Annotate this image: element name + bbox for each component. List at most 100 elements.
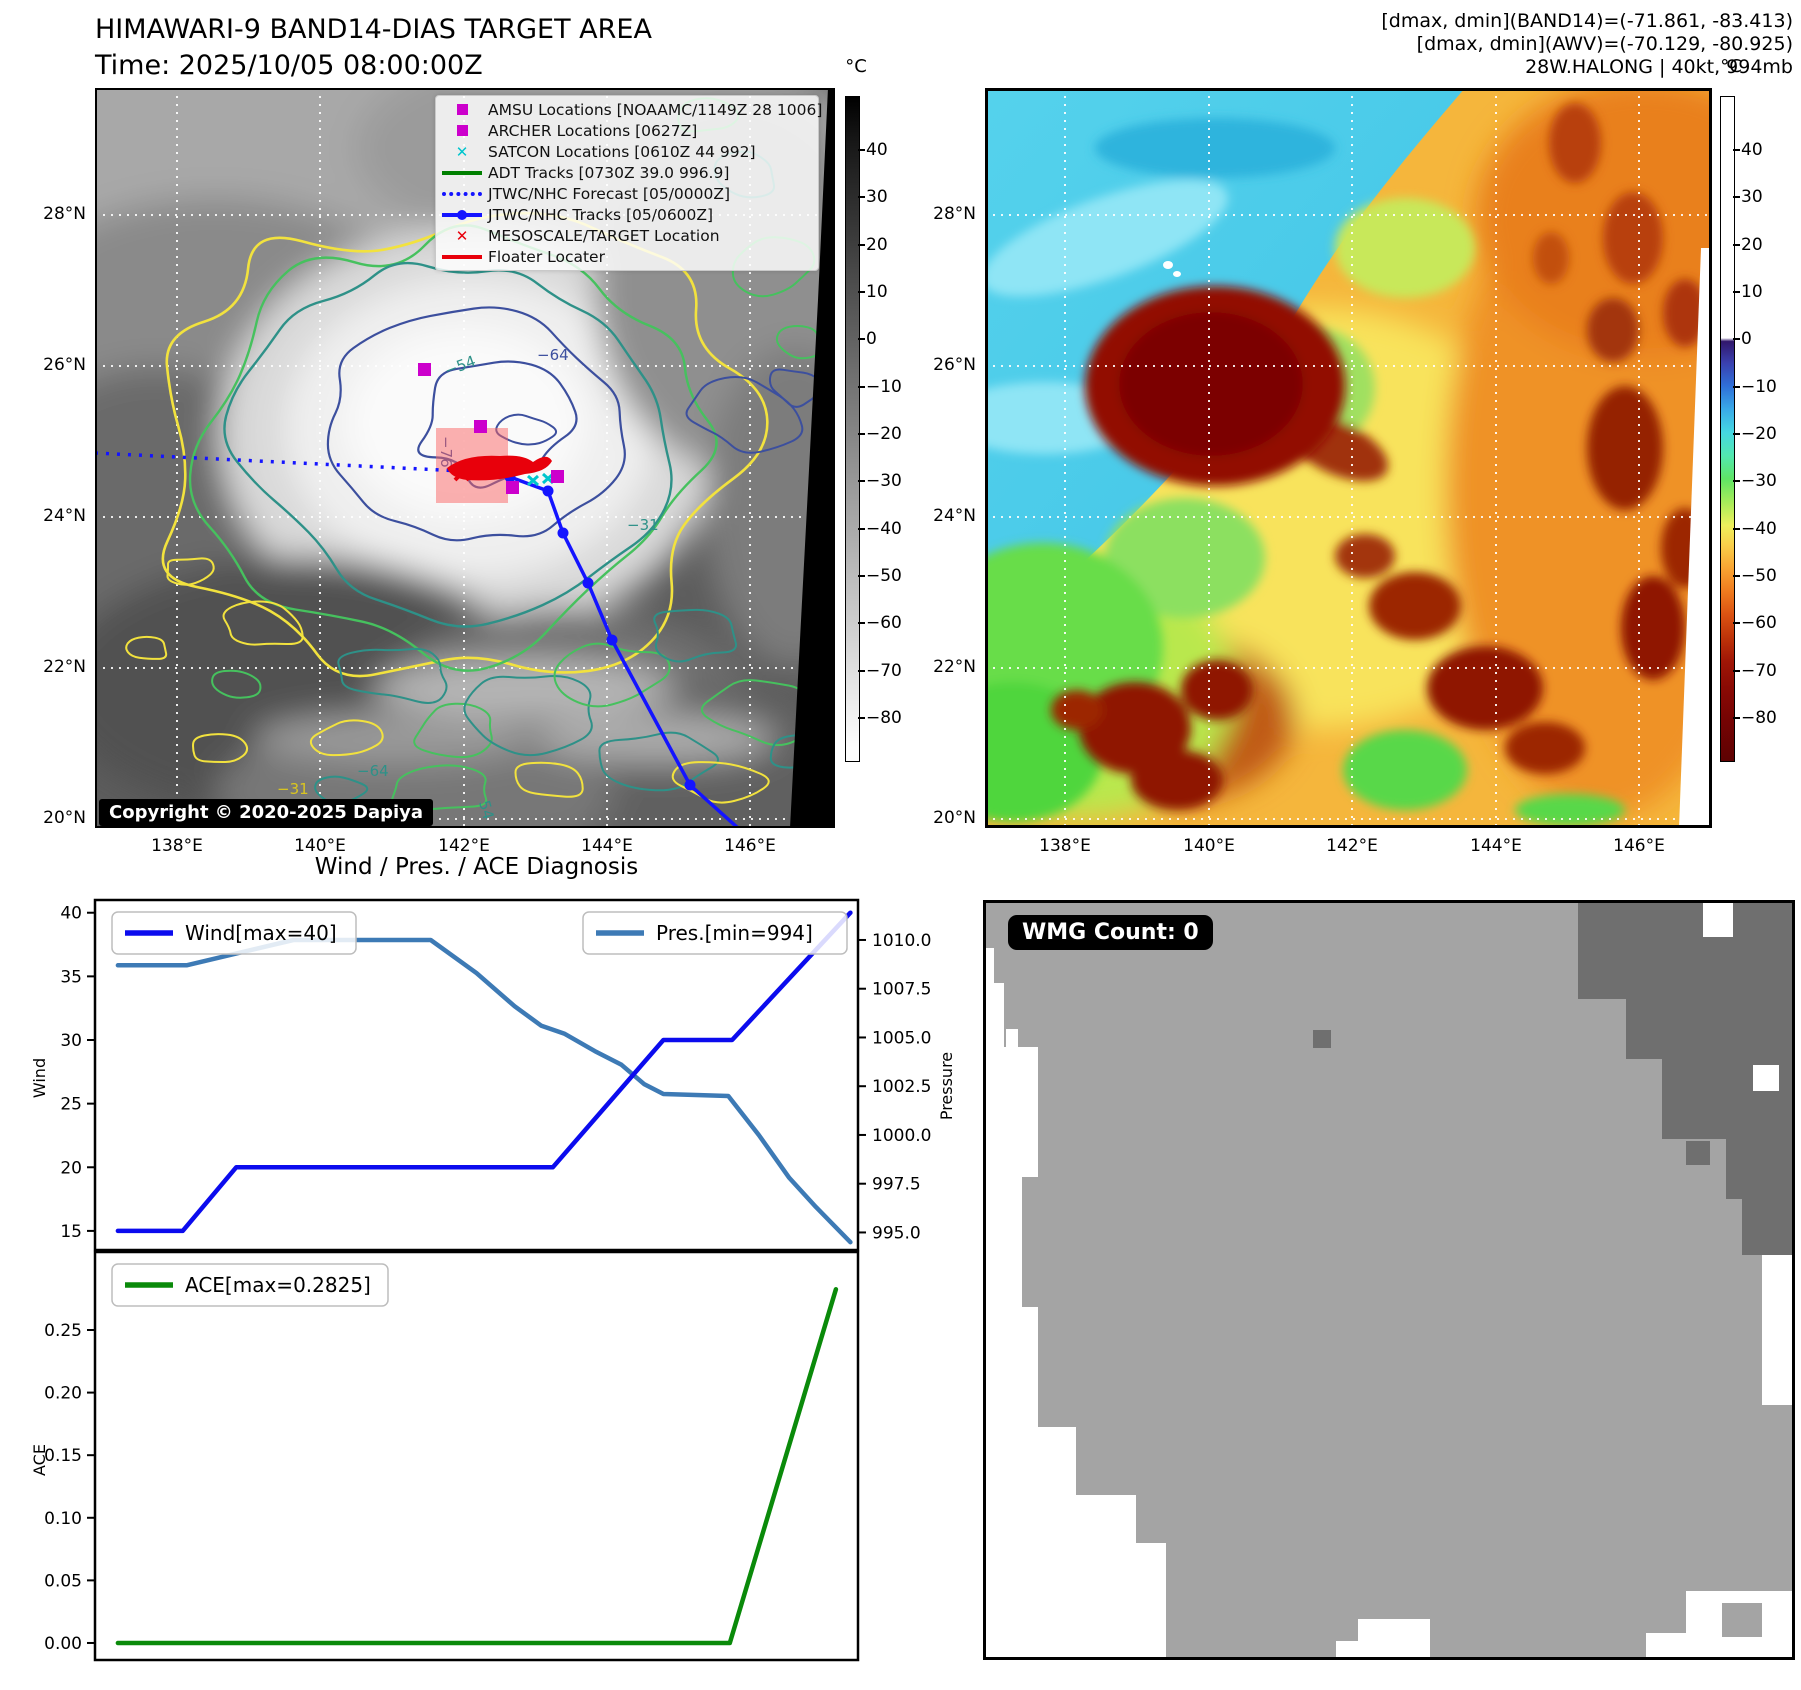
legend-label: Floater Locater <box>488 247 605 266</box>
wmg-gray-island <box>1722 1603 1762 1637</box>
contour-line <box>775 325 822 360</box>
lat-tick-label: 24°N <box>933 506 976 526</box>
legend-item: ADT Tracks [0730Z 39.0 996.9] <box>436 162 818 183</box>
colorbar-tick-label: 30 <box>866 187 888 208</box>
colorbar-tick-label: −20 <box>866 423 902 444</box>
x-marker-icon: ✕ <box>455 142 469 161</box>
chart-legend <box>111 911 357 955</box>
colorbar-tick <box>1733 385 1740 388</box>
colorbar-tick <box>1733 622 1740 625</box>
awv-colorbar-unit: °C <box>1720 56 1742 77</box>
colorbar-tick-label: −40 <box>1741 518 1777 539</box>
legend-label: JTWC/NHC Tracks [05/0600Z] <box>488 205 714 224</box>
wmg-masked-region <box>1336 1641 1360 1657</box>
header-right-line2: [dmax, dmin](AWV)=(-70.129, -80.925) <box>1416 33 1793 55</box>
wmg-masked-region <box>986 1047 1038 1177</box>
band14-frame <box>95 88 835 828</box>
wmg-masked-region <box>1076 1495 1136 1657</box>
legend-item: ✕ MESOSCALE/TARGET Location <box>436 225 818 246</box>
contour-line <box>337 647 448 704</box>
colorbar-tick <box>858 385 865 388</box>
floater-locater-shape <box>447 455 552 481</box>
colorbar-tick-label: −80 <box>1741 707 1777 728</box>
header-right-line1: [dmax, dmin](BAND14)=(-71.861, -83.413) <box>1381 10 1793 32</box>
colorbar-tick-label: 20 <box>866 234 888 255</box>
x-marker-icon: ✕ <box>455 226 469 245</box>
wmg-masked-region <box>1358 1619 1430 1657</box>
legend-label: AMSU Locations [NOAAMC/1149Z 28 1006] <box>488 100 823 119</box>
colorbar-tick <box>1733 527 1740 530</box>
colorbar-tick-label: −20 <box>1741 423 1777 444</box>
colorbar-tick-label: −80 <box>866 707 902 728</box>
wmg-masked-region <box>1006 1029 1018 1047</box>
lat-tick-label: 24°N <box>43 506 86 526</box>
legend-item: Floater Locater <box>436 246 818 267</box>
colorbar-tick-label: 10 <box>1741 281 1763 302</box>
colorbar-tick-label: −10 <box>1741 376 1777 397</box>
axis-tick-label: 995.0 <box>872 1223 921 1243</box>
colorbar-tick-label: 30 <box>1741 187 1763 208</box>
scan-edge-wedge <box>790 88 835 828</box>
colorbar-tick-label: 20 <box>1741 234 1763 255</box>
lon-tick-label: 138°E <box>1039 836 1091 856</box>
lon-tick-label: 138°E <box>151 836 203 856</box>
lat-tick-label: 28°N <box>43 204 86 224</box>
figure-title: HIMAWARI-9 BAND14-DIAS TARGET AREA <box>95 14 652 45</box>
wmg-masked-region <box>1762 1255 1792 1405</box>
axis-tick-label: 997.5 <box>872 1175 921 1195</box>
wmg-masked-region <box>986 1177 1022 1307</box>
chart-legend-label: Pres.[min=994] <box>656 921 813 945</box>
awv-field <box>985 88 1712 826</box>
colorbar-tick <box>858 574 865 577</box>
axis-tick-label: 20 <box>60 1158 82 1178</box>
lon-tick-label: 146°E <box>724 836 776 856</box>
colorbar-tick-label: −60 <box>1741 613 1777 634</box>
colorbar-tick <box>1733 338 1740 341</box>
colorbar-tick-label: 40 <box>1741 140 1763 160</box>
contour-line <box>192 733 249 764</box>
colorbar-tick <box>858 527 865 530</box>
colorbar-tick <box>858 196 865 199</box>
axis-tick-label: 35 <box>60 967 82 987</box>
colorbar-tick <box>1733 480 1740 483</box>
wmg-masked-region <box>986 1427 1076 1657</box>
axis-tick-label: 0.25 <box>44 1321 82 1341</box>
colorbar-tick <box>858 290 865 293</box>
lat-tick-label: 22°N <box>933 657 976 677</box>
axis-tick-label: 0.00 <box>44 1634 82 1654</box>
colorbar-tick-label: −40 <box>866 518 902 539</box>
contour-line <box>553 642 671 708</box>
awv-frame <box>985 88 1712 828</box>
contour-line <box>326 306 626 542</box>
band14-colorbar <box>845 96 860 762</box>
chart-legend-label: Wind[max=40] <box>185 921 337 945</box>
y-axis-label: Pressure <box>937 1052 956 1120</box>
legend-label: ARCHER Locations [0627Z] <box>488 121 698 140</box>
awv-map <box>985 88 1712 828</box>
wmg-masked-region <box>1646 1633 1692 1657</box>
dotted-line-icon <box>436 191 488 196</box>
colorbar-tick <box>1733 432 1740 435</box>
lat-tick-label: 22°N <box>43 657 86 677</box>
band14-legend: AMSU Locations [NOAAMC/1149Z 28 1006] ARC… <box>435 95 823 271</box>
colorbar-tick <box>858 622 865 625</box>
contour-label: −64 <box>537 346 569 364</box>
wmg-count-badge: WMG Count: 0 <box>1008 915 1213 950</box>
contour-line <box>222 600 304 646</box>
colorbar-tick <box>858 243 865 246</box>
contour-line <box>391 764 488 810</box>
lon-tick-label: 140°E <box>1183 836 1235 856</box>
lon-tick-label: 144°E <box>1470 836 1522 856</box>
line-dot-icon <box>436 209 488 220</box>
lat-tick-label: 20°N <box>43 808 86 828</box>
wmg-dark-region <box>1686 1141 1710 1165</box>
contour-line <box>653 608 738 663</box>
chart-legend <box>582 911 848 955</box>
square-marker-icon <box>436 104 488 115</box>
wmg-dark-region <box>1313 1030 1331 1048</box>
axis-tick-label: 25 <box>60 1095 82 1115</box>
plot-area <box>93 1250 860 1662</box>
legend-label: JTWC/NHC Forecast [05/0000Z] <box>488 184 731 203</box>
chart-legend-label: ACE[max=0.2825] <box>185 1273 371 1297</box>
